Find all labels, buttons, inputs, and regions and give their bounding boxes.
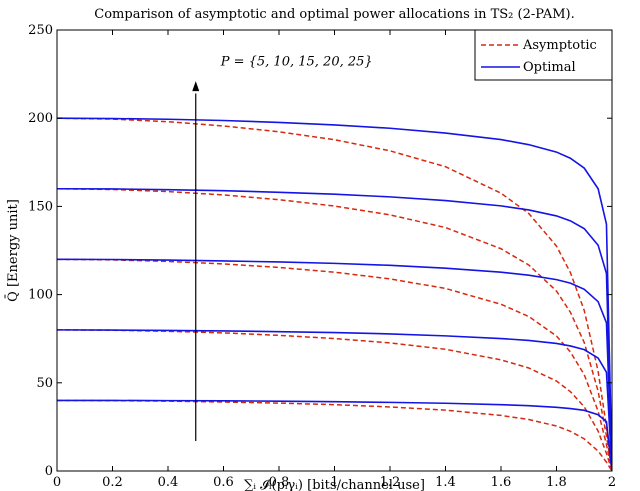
- series-optimal-line-p25: [57, 117, 612, 471]
- x-tick-label: 0.4: [158, 475, 179, 490]
- curves: [57, 117, 612, 471]
- legend-label-asymptotic: Asymptotic: [522, 38, 597, 53]
- series-optimal-line-p5: [57, 399, 612, 471]
- series-asymptotic-line-p5: [57, 399, 612, 471]
- x-tick-label: 1.8: [546, 475, 567, 490]
- annotation-label: P = {5, 10, 15, 20, 25}: [220, 54, 373, 69]
- x-tick-label: 1.6: [491, 475, 512, 490]
- annotation: P = {5, 10, 15, 20, 25}: [192, 54, 373, 442]
- legend-box: [474, 29, 613, 81]
- y-tick-label: 100: [28, 288, 53, 303]
- y-tick-label: 50: [36, 376, 53, 391]
- x-tick-label: 2: [608, 475, 616, 490]
- y-tick-label: 150: [28, 199, 53, 214]
- chart-title: Comparison of asymptotic and optimal pow…: [94, 7, 574, 22]
- legend: Asymptotic Optimal: [474, 29, 613, 81]
- x-tick-label: 0.2: [102, 475, 123, 490]
- x-tick-label: 1.4: [435, 475, 456, 490]
- x-tick-label: 0.6: [213, 475, 234, 490]
- legend-label-optimal: Optimal: [523, 60, 576, 75]
- series-asymptotic-line-p15: [57, 258, 612, 471]
- annotation-arrowhead: [192, 81, 200, 92]
- x-tick-label: 1.2: [380, 475, 401, 490]
- series-optimal-line-p15: [57, 258, 612, 471]
- plot-frame: [56, 29, 613, 472]
- series-asymptotic-line-p25: [57, 117, 612, 471]
- x-tick-label: 0: [53, 475, 61, 490]
- axes: 0 0.2 0.4 0.6 0.8 1 1.2 1.4 1.6 1.8 2 0 50 100 150 200 2…: [28, 23, 616, 490]
- x-tick-label: 1: [330, 475, 338, 490]
- x-tick-label: 0.8: [269, 475, 290, 490]
- y-tick-label: 250: [28, 23, 53, 38]
- y-tick-label: 0: [45, 464, 53, 479]
- y-axis-label: Q̄ [Energy unit]: [5, 199, 21, 302]
- y-tick-label: 200: [28, 111, 53, 126]
- x-axis-label: ∑ᵢ 𝓘ᵢ(pᵢγᵢ) [bits/channel use]: [244, 478, 425, 491]
